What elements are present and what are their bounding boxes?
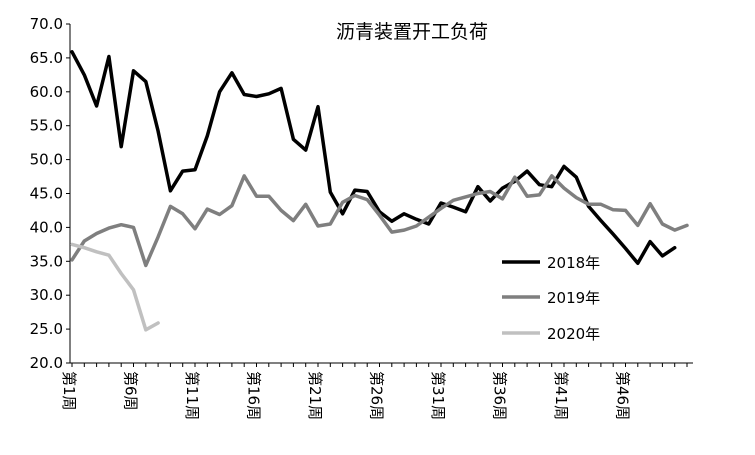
x-tick-label: 第21周	[306, 371, 324, 420]
y-tick-label: 25.0	[30, 320, 63, 338]
x-tick-label: 第1周	[60, 371, 78, 411]
y-tick-label: 50.0	[30, 151, 63, 169]
series-line-2020年	[70, 242, 160, 332]
y-tick-label: 20.0	[30, 354, 63, 372]
x-tick-label: 第46周	[614, 371, 632, 420]
y-tick-label: 35.0	[30, 252, 63, 270]
x-tick-label: 第31周	[429, 371, 447, 420]
legend: 2018年 2019年 2020年	[502, 254, 600, 343]
y-tick-label: 40.0	[30, 218, 63, 236]
series-layer	[70, 50, 689, 332]
x-tick-label: 第6周	[122, 371, 140, 411]
x-tick-label: 第36周	[491, 371, 509, 420]
x-tick-label: 第26周	[368, 371, 386, 420]
y-axis: 20.0 25.0 30.0 35.0 40.0 45.0 50.0 55.0 60.0 65.0…	[30, 15, 71, 372]
x-tick-label: 第41周	[552, 371, 570, 420]
legend-label: 2019年	[547, 289, 600, 307]
legend-label: 2020年	[547, 325, 600, 343]
y-tick-label: 45.0	[30, 185, 63, 203]
chart-title: 沥青装置开工负荷	[336, 21, 488, 43]
y-tick-label: 65.0	[30, 49, 63, 67]
series-line-2019年	[70, 174, 689, 268]
x-tick-label: 第11周	[183, 371, 201, 420]
y-tick-label: 55.0	[30, 117, 63, 135]
x-axis: 第1周 第6周 第11周 第16周 第21周 第26周 第31周 第36周 第41周 第46周	[60, 362, 693, 420]
y-tick-label: 60.0	[30, 83, 63, 101]
y-tick-label: 30.0	[30, 286, 63, 304]
x-tick-label: 第16周	[245, 371, 263, 420]
legend-label: 2018年	[547, 254, 600, 272]
y-tick-label: 70.0	[30, 15, 63, 33]
series-line-2018年	[70, 50, 677, 266]
